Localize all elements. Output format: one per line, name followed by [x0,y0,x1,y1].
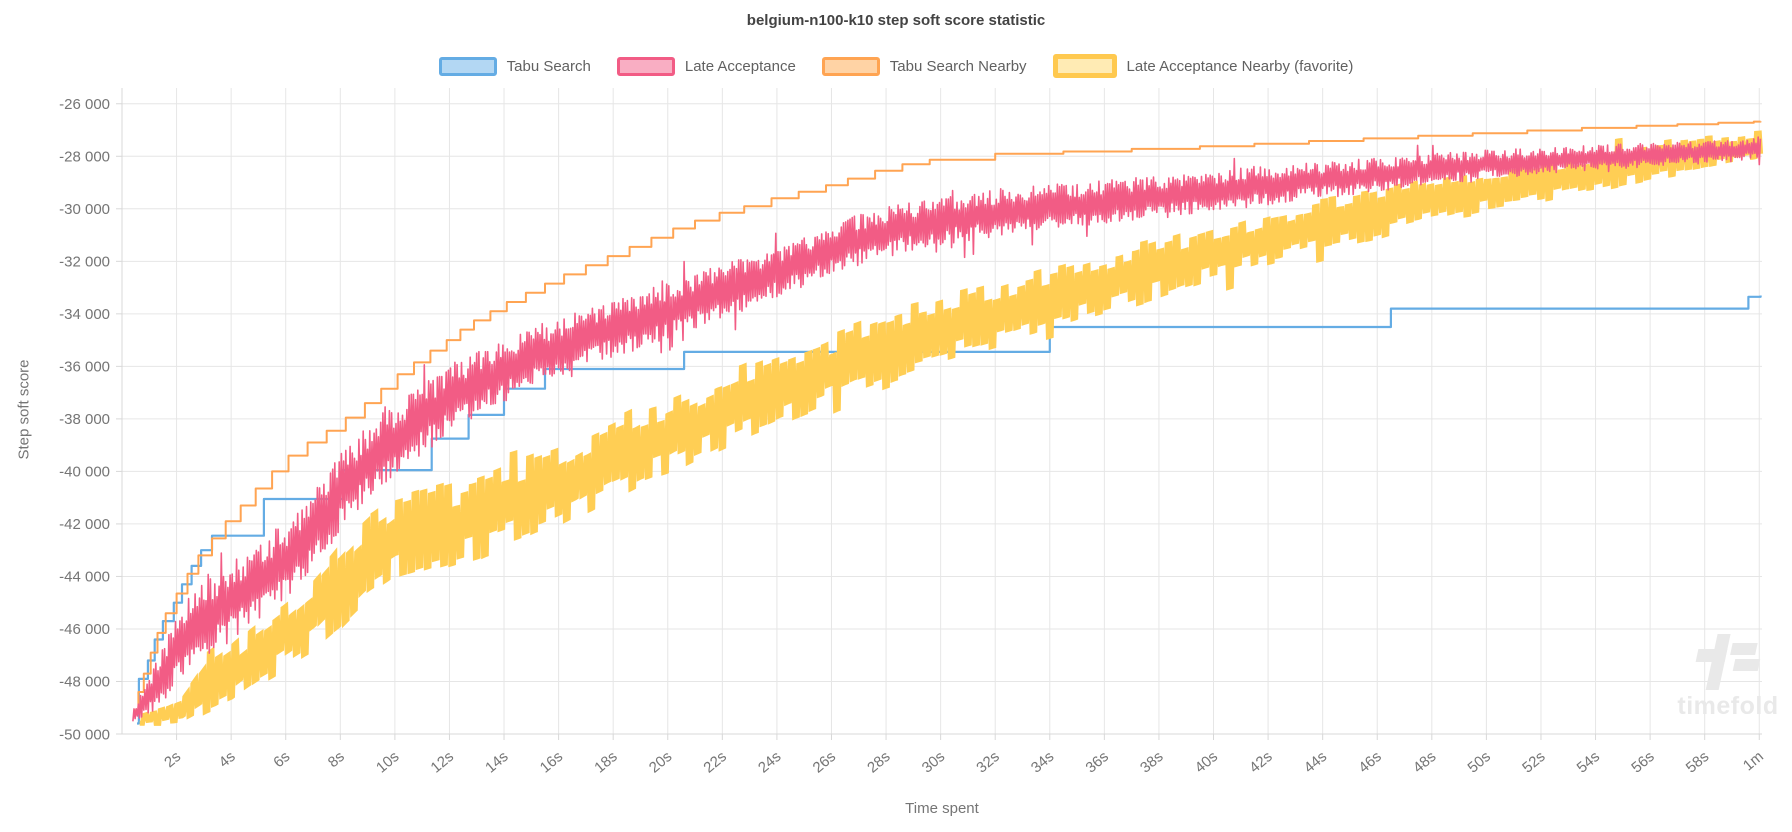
series-group [132,120,1764,726]
x-tick-label: 46s [1355,748,1384,777]
x-tick-label: 18s [591,748,620,777]
legend-item-tabu-search[interactable]: Tabu Search [438,56,591,76]
legend-swatch-tabu-search-nearby [821,56,880,76]
x-tick-label: 44s [1301,748,1330,777]
x-tick-label: 40s [1192,748,1221,777]
legend-item-late-acceptance-nearby-favorite[interactable]: Late Acceptance Nearby (favorite) [1052,54,1354,78]
x-tick-label: 28s [864,748,893,777]
x-tick-label: 30s [919,748,948,777]
y-axis-title: Step soft score [15,359,33,460]
chart-title: belgium-n100-k10 step soft score statist… [746,12,1046,29]
x-tick-label: 48s [1410,748,1439,777]
x-tick-label: 32s [973,748,1002,777]
y-tick-label: -38 000 [59,411,110,428]
legend-item-late-acceptance[interactable]: Late Acceptance [616,56,796,76]
series-line-late-acceptance [132,136,1762,722]
y-tick-label: -50 000 [59,726,110,743]
x-tick-label: 34s [1028,748,1057,777]
x-tick-label: 36s [1082,748,1111,777]
legend-label: Tabu Search Nearby [889,57,1027,75]
legend-label: Late Acceptance [684,57,796,75]
legend-swatch-tabu-search [438,56,497,76]
x-tick-label: 4s [216,748,239,771]
x-tick-label: 8s [325,748,348,771]
x-tick-label: 20s [646,748,675,777]
x-tick-label: 52s [1519,748,1548,777]
series-line-tabu-search-nearby [134,120,1762,712]
y-tick-label: -42 000 [59,516,110,533]
y-tick-label: -28 000 [59,149,110,166]
y-tick-label: -34 000 [59,306,110,323]
x-tick-label: 24s [755,748,784,777]
y-tick-label: -32 000 [59,254,110,271]
x-tick-label: 2s [161,748,184,771]
timefold-logo-icon [1695,634,1761,690]
y-tick-label: -26 000 [59,96,110,113]
y-tick-label: -48 000 [59,674,110,691]
legend-swatch-late-acceptance [616,56,675,76]
x-tick-label: 58s [1683,748,1712,777]
series-line-tabu-search [137,295,1762,725]
x-tick-label: 56s [1628,748,1657,777]
x-tick-label: 6s [270,748,293,771]
legend: Tabu Search Late Acceptance Tabu Search Ne… [0,54,1792,78]
legend-swatch-late-acceptance-nearby-favorite [1052,54,1117,78]
logo-flag-bottom [1732,659,1761,671]
x-tick-label: 14s [482,748,511,777]
legend-item-tabu-search-nearby[interactable]: Tabu Search Nearby [821,56,1027,76]
x-tick-label: 22s [700,748,729,777]
y-tick-label: -30 000 [59,201,110,218]
x-tick-label: 54s [1574,748,1603,777]
x-tick-label: 50s [1465,748,1494,777]
x-axis-title: Time spent [905,800,979,817]
logo-bar [1695,649,1728,662]
timefold-watermark: timefold [1677,634,1778,720]
x-tick-label: 12s [428,748,457,777]
x-tick-label: 1m [1740,748,1767,774]
legend-label: Tabu Search [506,57,591,75]
x-tick-label: 16s [537,748,566,777]
y-tick-label: -36 000 [59,359,110,376]
y-tick-label: -40 000 [59,464,110,481]
x-tick-label: 42s [1246,748,1275,777]
y-tick-label: -46 000 [59,621,110,638]
series-line-late-acceptance-nearby-favorite [139,130,1764,726]
y-tick-label: -44 000 [59,569,110,586]
x-tick-label: 26s [810,748,839,777]
logo-flag-top [1730,643,1758,655]
watermark-text: timefold [1677,692,1778,720]
legend-label: Late Acceptance Nearby (favorite) [1126,57,1354,75]
x-tick-label: 10s [373,748,402,777]
x-tick-label: 38s [1137,748,1166,777]
